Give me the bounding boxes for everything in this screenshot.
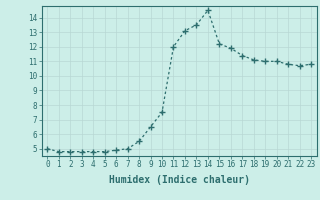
X-axis label: Humidex (Indice chaleur): Humidex (Indice chaleur) (109, 175, 250, 185)
